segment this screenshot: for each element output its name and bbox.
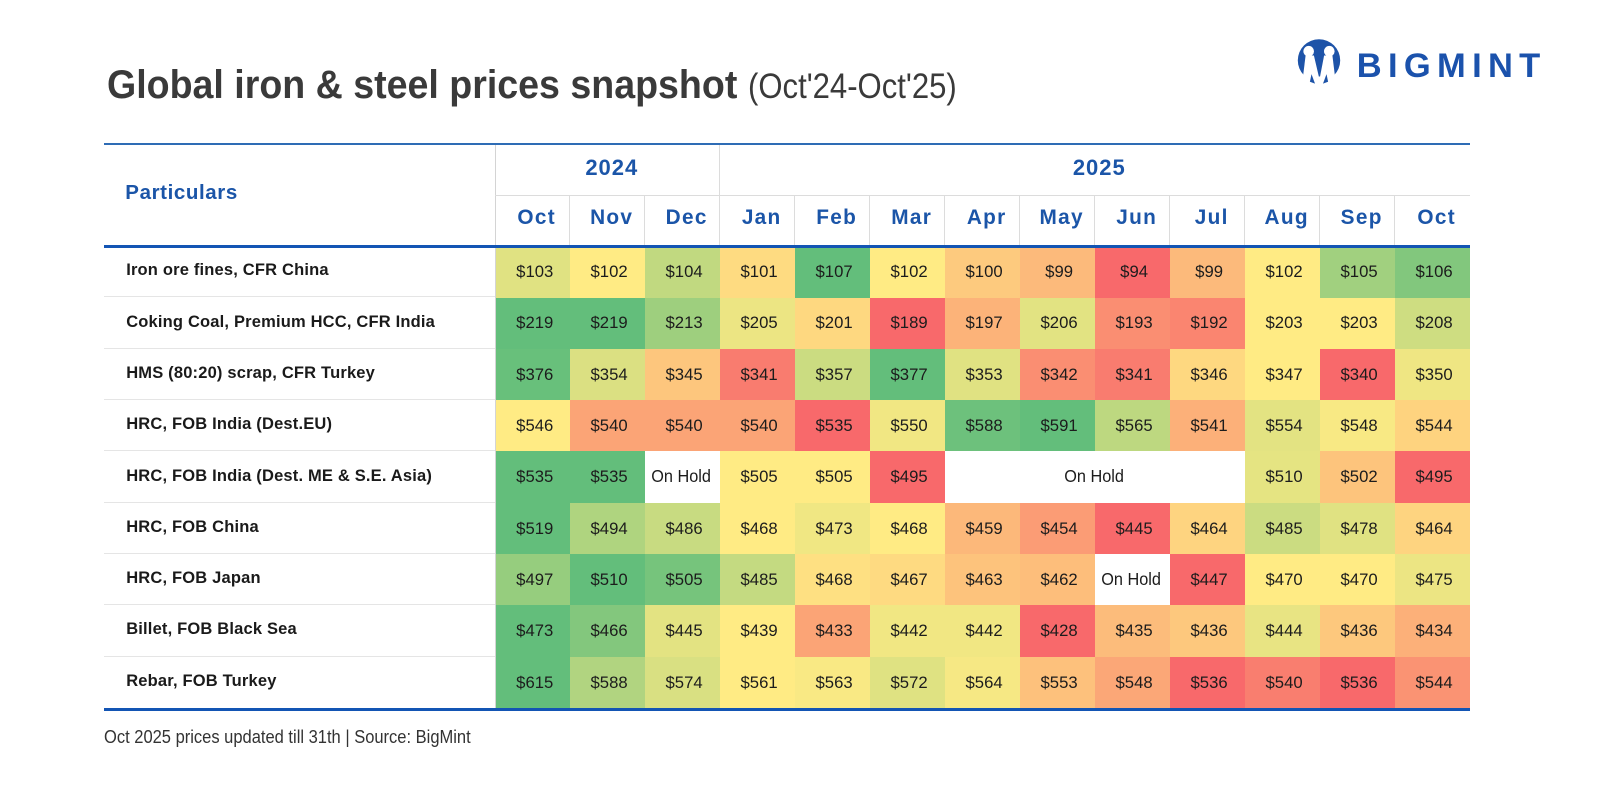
svg-text:BIGMINT: BIGMINT <box>1357 47 1547 85</box>
